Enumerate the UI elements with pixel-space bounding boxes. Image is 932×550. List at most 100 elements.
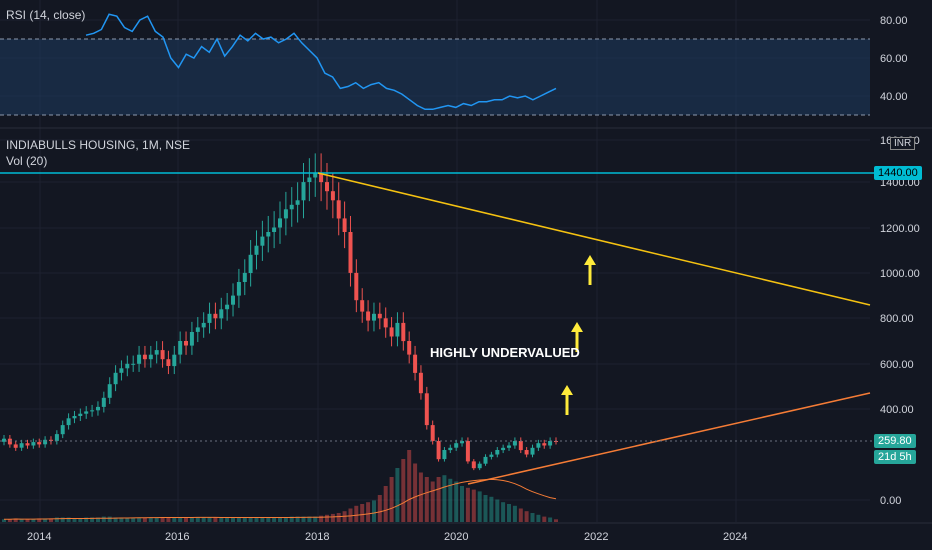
candle-body (207, 313, 212, 323)
candle-body (84, 411, 89, 414)
price-tick-label: 1400.00 (880, 177, 920, 189)
candle-body (407, 341, 412, 355)
volume-bar (172, 517, 177, 522)
candle-body (283, 209, 288, 219)
volume-bar (389, 477, 394, 522)
volume-bar (166, 517, 171, 522)
candle-body (254, 245, 259, 255)
lower-trendline (467, 392, 871, 485)
price-tick-label: 0.00 (880, 495, 901, 507)
volume-bar (25, 519, 30, 522)
time-tick-label: 2016 (165, 531, 189, 543)
volume-bar (184, 517, 188, 522)
candle-body (195, 327, 200, 332)
candle-body (119, 368, 124, 373)
candle-body (101, 397, 106, 407)
volume-bar (154, 517, 159, 522)
candle-body (325, 182, 329, 192)
volume-bar (148, 517, 153, 522)
candle-body (501, 447, 506, 451)
volume-bar (13, 518, 18, 522)
candle-body (13, 444, 18, 448)
volume-bar (289, 516, 294, 522)
volume-bar (160, 517, 165, 522)
volume-bar (372, 500, 376, 522)
candle-body (477, 463, 482, 469)
up-arrow-head (571, 322, 583, 332)
up-arrow-head (584, 255, 596, 265)
volume-bar (319, 515, 324, 522)
candle-body (54, 434, 59, 441)
volume-title[interactable]: Vol (20) (6, 154, 48, 168)
volume-bar (436, 477, 441, 522)
volume-bar (7, 519, 12, 522)
time-tick-label: 2022 (584, 531, 608, 543)
volume-bar (96, 517, 100, 522)
candle-body (25, 443, 30, 446)
candle-body (201, 322, 206, 328)
candle-body (518, 441, 523, 451)
volume-bar (131, 517, 136, 522)
candle-body (512, 441, 517, 446)
candle-body (125, 363, 130, 369)
time-tick-label: 2024 (723, 531, 747, 543)
candle-body (389, 327, 394, 337)
candle-body (395, 322, 400, 337)
volume-bar (242, 517, 247, 522)
annotation-text: HIGHLY UNDERVALUED (430, 345, 580, 360)
candle-body (348, 232, 353, 273)
volume-bar (54, 517, 59, 522)
candle-body (536, 443, 541, 448)
volume-bar (2, 519, 6, 522)
time-tick-label: 2018 (305, 531, 329, 543)
candle-body (225, 304, 230, 310)
volume-bar (489, 496, 494, 522)
candle-body (336, 200, 341, 219)
volume-bar (354, 505, 359, 522)
countdown-badge: 21d 5h (874, 450, 916, 464)
candle-body (49, 439, 53, 441)
candle-body (330, 191, 335, 201)
candle-body (465, 441, 470, 462)
volume-bar (430, 481, 435, 522)
time-tick-label: 2020 (444, 531, 468, 543)
volume-bar (465, 487, 470, 522)
volume-bar (477, 491, 482, 522)
currency-badge[interactable]: INR (890, 137, 916, 150)
candle-body (454, 443, 459, 448)
candle-body (60, 425, 65, 435)
volume-bar (236, 517, 241, 522)
candle-body (96, 406, 100, 411)
candle-body (524, 450, 529, 455)
volume-bar (125, 517, 130, 522)
volume-bar (137, 517, 142, 522)
candle-body (278, 218, 282, 228)
volume-bar (348, 508, 353, 522)
candle-body (301, 182, 306, 201)
candle-body (383, 318, 388, 328)
candle-body (154, 350, 159, 355)
candle-body (307, 177, 312, 182)
symbol-title[interactable]: INDIABULLS HOUSING, 1M, NSE (6, 138, 191, 152)
volume-bar (330, 513, 335, 522)
volume-bar (518, 508, 523, 522)
up-arrow-head (561, 385, 573, 395)
volume-bar (78, 518, 83, 522)
volume-bar (231, 517, 235, 522)
candle-body (160, 350, 165, 360)
volume-bar (536, 514, 541, 522)
candle-body (401, 322, 406, 342)
candle-body (548, 441, 553, 446)
volume-bar (278, 517, 282, 522)
candle-body (219, 309, 224, 319)
price-tick-label: 600.00 (880, 359, 914, 371)
volume-bar (313, 516, 318, 522)
volume-bar (418, 472, 423, 522)
volume-bar (37, 518, 42, 522)
last-price-badge: 259.80 (874, 434, 916, 448)
volume-bar (442, 475, 447, 522)
volume-bar (366, 502, 371, 522)
volume-bar (31, 519, 36, 522)
volume-bar (219, 517, 224, 522)
